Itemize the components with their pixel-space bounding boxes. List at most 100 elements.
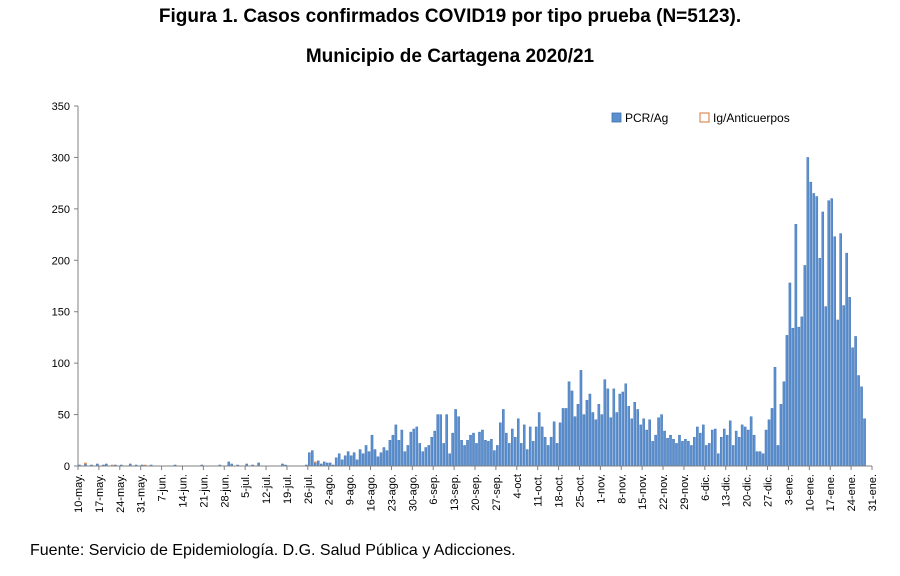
bar-pcr [830, 198, 833, 467]
legend-label-pcr: PCR/Ag [625, 111, 668, 125]
bar-pcr [618, 393, 622, 467]
x-tick-label: 5-jul. [240, 474, 252, 498]
bar-pcr [857, 375, 860, 467]
x-tick-label: 6-sep. [428, 474, 440, 505]
x-tick-label: 15-nov. [637, 474, 649, 510]
bar-pcr [576, 404, 580, 467]
bar-pcr [484, 440, 487, 467]
bar-pcr [645, 429, 648, 467]
x-tick-label: 2-ago. [324, 474, 336, 505]
bar-pcr [848, 297, 851, 467]
x-tick-label: 17-ene. [825, 474, 837, 511]
bar-pcr [839, 233, 842, 467]
bar-pcr [794, 224, 798, 467]
bar-pcr [352, 452, 356, 467]
y-tick-label: 50 [58, 410, 70, 422]
x-tick-label: 8-nov. [616, 474, 628, 504]
bar-pcr [657, 417, 660, 467]
bar-pcr [821, 211, 825, 467]
bar-pcr [767, 419, 771, 467]
x-tick-label: 30-ago. [407, 474, 419, 511]
bar-pcr [764, 429, 768, 467]
bar-pcr [457, 416, 460, 467]
bar-pcr [433, 430, 436, 467]
x-tick-label: 4-oct [512, 474, 524, 498]
bar-pcr [376, 456, 380, 467]
bar-pcr [463, 445, 466, 467]
bar-pcr [317, 460, 320, 467]
y-tick-label: 150 [52, 307, 70, 319]
bar-pcr [717, 453, 720, 467]
bar-pcr [693, 437, 696, 467]
x-tick-label: 6-dic. [700, 474, 712, 501]
bar-pcr [636, 409, 639, 467]
bar-pcr [648, 419, 651, 467]
bar-pcr [612, 388, 616, 467]
bar-pcr [642, 418, 645, 467]
bar-pcr [675, 443, 678, 467]
bar-pcr [699, 432, 702, 467]
bar-pcr [421, 451, 425, 467]
bar-pcr [478, 431, 481, 467]
bar-pcr [725, 434, 729, 467]
bar-pcr [514, 437, 517, 467]
bar-pcr [475, 443, 478, 467]
bar-pcr [603, 379, 607, 467]
bar-pcr [370, 434, 374, 467]
x-tick-label: 24-may. [115, 474, 127, 513]
bar-pcr [791, 327, 795, 467]
bar-pcr [681, 441, 684, 467]
bar-pcr [460, 440, 463, 467]
legend: PCR/Ag Ig/Anticuerpos [611, 111, 790, 125]
bar-pcr [337, 453, 341, 467]
bar-pcr [409, 431, 413, 467]
bar-pcr [573, 416, 577, 467]
bar-pcr [558, 422, 562, 467]
bar-pcr [845, 252, 848, 467]
bar-pcr [776, 445, 780, 467]
bar-pcr [355, 459, 359, 467]
bar-pcr [585, 399, 589, 467]
bar-pcr [546, 445, 550, 467]
bar-pcr [651, 441, 654, 467]
bar-pcr [851, 347, 854, 467]
bar-pcr [311, 450, 314, 467]
legend-swatch-ig [699, 112, 710, 123]
bar-pcr [860, 386, 863, 467]
bar-pcr [714, 428, 717, 467]
bar-pcr [511, 428, 514, 467]
bar-pcr [842, 305, 845, 467]
x-tick-label: 16-ago. [366, 474, 378, 511]
bar-pcr [722, 428, 726, 467]
bar-pcr [361, 453, 365, 467]
x-tick-label: 27-sep. [491, 474, 503, 511]
bar-pcr [809, 181, 813, 467]
x-tick-label: 17-may. [94, 474, 106, 513]
bar-pcr [758, 451, 762, 467]
bar-pcr [815, 196, 819, 467]
bar-pcr [540, 426, 544, 467]
bar-pcr [690, 445, 693, 467]
bar-pcr [505, 432, 508, 467]
bar-pcr [499, 422, 502, 467]
bar-pcr [591, 412, 595, 467]
bar-pcr [385, 450, 389, 467]
bar-pcr [579, 370, 583, 467]
bar-pcr [755, 451, 759, 467]
bar-pcr [663, 430, 666, 467]
bar-pcr [773, 367, 777, 467]
x-tick-label: 11-oct. [533, 474, 545, 507]
y-tick-label: 300 [52, 152, 70, 164]
x-tick-label: 28-jun. [219, 474, 231, 508]
x-tick-label: 31-ene. [867, 474, 879, 511]
x-tick-label: 27-dic. [763, 474, 775, 507]
x-tick-label: 18-oct. [554, 474, 566, 508]
bar-pcr [827, 200, 830, 467]
bar-pcr [749, 416, 753, 467]
bar-pcr [761, 453, 765, 467]
bar-pcr [770, 408, 774, 467]
bar-pcr [373, 449, 377, 467]
bar-pcr [487, 441, 490, 467]
bar-pcr [517, 418, 520, 467]
y-tick-label: 200 [52, 255, 70, 267]
